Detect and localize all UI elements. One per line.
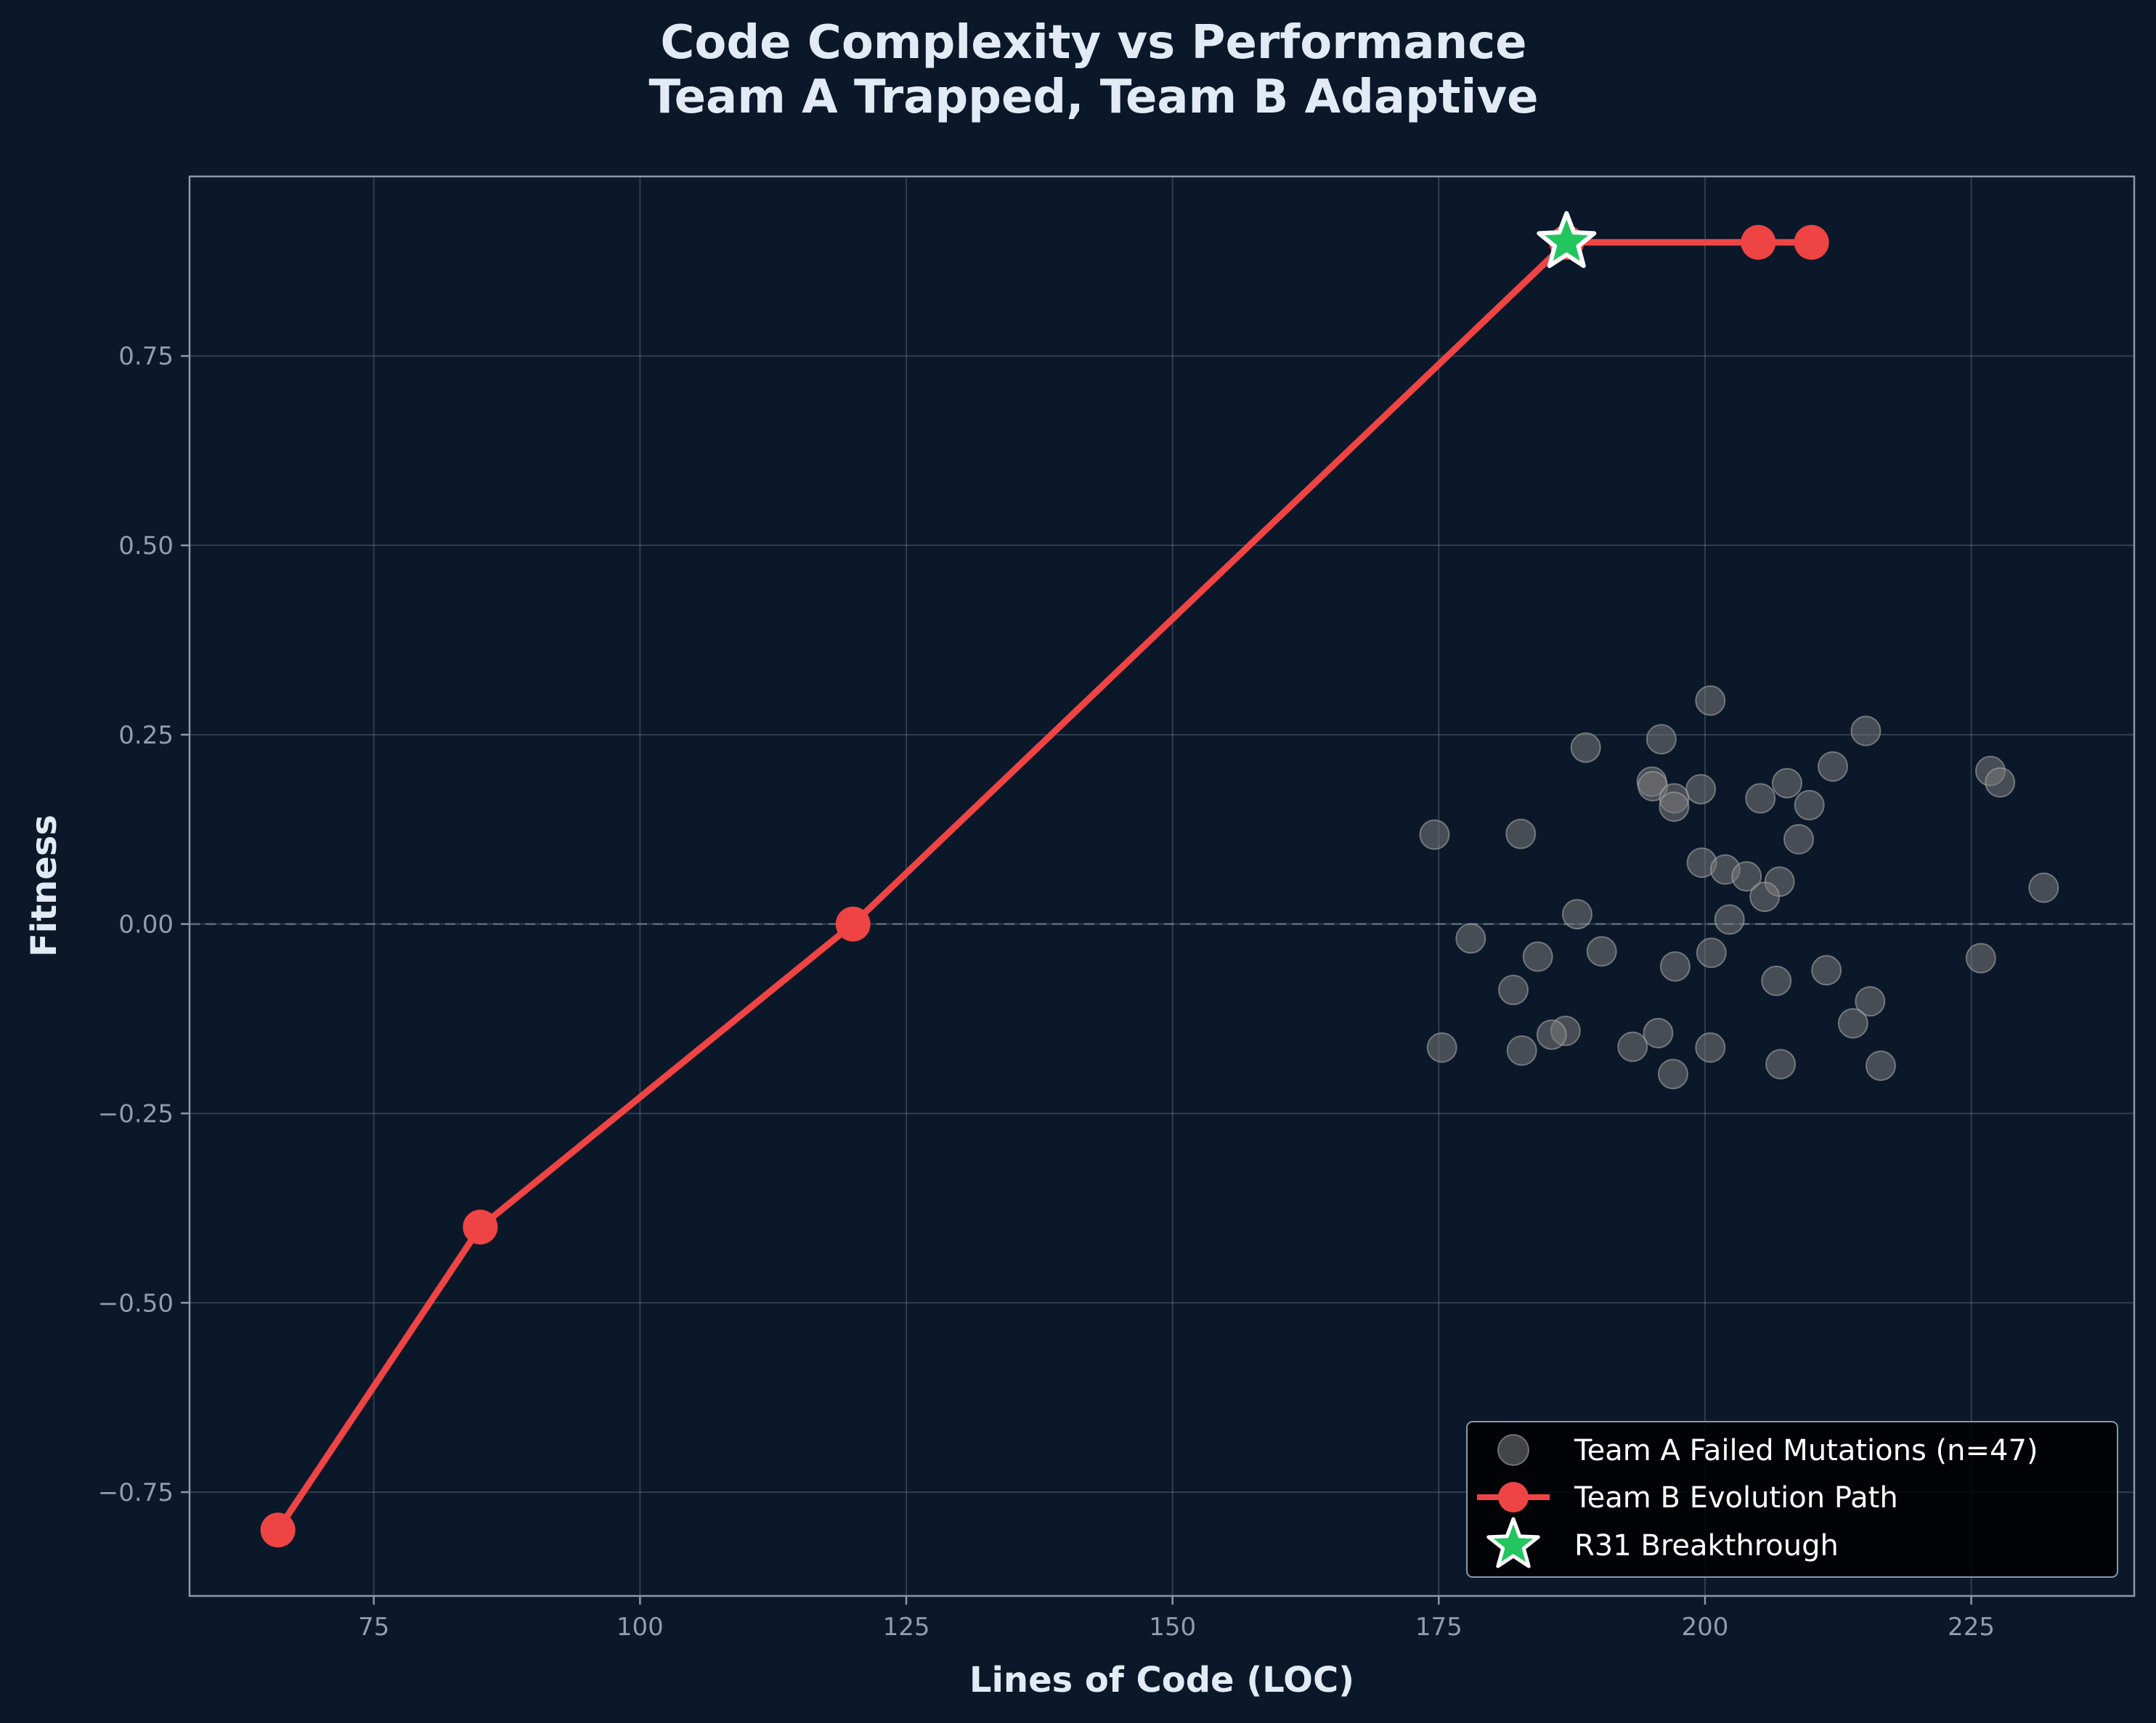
y-tick-label: −0.25 xyxy=(98,1099,174,1128)
team-a-point xyxy=(1419,819,1450,850)
team-b-point xyxy=(463,1209,498,1245)
team-a-point xyxy=(1497,974,1529,1006)
x-tick-label: 100 xyxy=(617,1613,664,1642)
x-tick-label: 75 xyxy=(358,1613,389,1642)
team-b-point xyxy=(1794,224,1829,260)
chart-title-line-2: Team A Trapped, Team B Adaptive xyxy=(648,70,1538,124)
team-a-point xyxy=(1855,986,1886,1017)
team-a-point xyxy=(1817,751,1848,782)
team-a-point xyxy=(1965,942,1996,974)
team-a-point xyxy=(1455,923,1486,954)
y-tick-label: 0.50 xyxy=(118,531,174,561)
team-a-point xyxy=(2028,872,2059,903)
team-a-point xyxy=(1714,904,1745,935)
breakthrough-star xyxy=(1537,211,1597,269)
team-a-point xyxy=(1643,1017,1674,1048)
team-a-point xyxy=(1761,965,1792,996)
y-tick-label: −0.75 xyxy=(98,1478,174,1507)
team-a-point xyxy=(1696,937,1727,969)
team-a-point xyxy=(1695,1032,1726,1063)
team-a-point xyxy=(1850,715,1882,746)
team-a-point xyxy=(1765,1048,1797,1080)
legend-label-breakthrough: R31 Breakthrough xyxy=(1574,1529,1839,1563)
legend-label-team-a: Team A Failed Mutations (n=47) xyxy=(1574,1434,2038,1467)
team-a-point xyxy=(1749,881,1781,913)
legend: Team A Failed Mutations (n=47) Team B Ev… xyxy=(1466,1421,2118,1578)
team-a-point xyxy=(1426,1032,1457,1063)
team-a-point xyxy=(1771,767,1802,799)
y-tick-label: −0.50 xyxy=(98,1289,174,1318)
team-a-point xyxy=(1659,951,1691,982)
x-tick-label: 175 xyxy=(1415,1613,1463,1642)
team-a-point xyxy=(1659,791,1690,822)
plot-area xyxy=(190,176,2134,1596)
team-a-point xyxy=(1505,818,1537,850)
team-b-point xyxy=(260,1512,296,1548)
team-a-point xyxy=(1837,1008,1868,1039)
legend-box xyxy=(1466,1421,2118,1578)
team-a-point xyxy=(1646,724,1677,755)
team-a-point xyxy=(1783,823,1815,855)
team-b-point xyxy=(835,906,871,942)
team-a-point xyxy=(1506,1035,1537,1066)
team-a-point xyxy=(1811,955,1842,986)
x-axis-label: Lines of Code (LOC) xyxy=(969,1660,1354,1700)
x-tick-label: 150 xyxy=(1149,1613,1196,1642)
team-a-point xyxy=(1586,936,1617,967)
team-b-path xyxy=(260,224,1829,1548)
team-a-scatter xyxy=(1419,685,2059,1090)
team-a-point xyxy=(1570,732,1601,763)
y-tick-label: 0.00 xyxy=(118,911,174,940)
team-b-point xyxy=(1741,224,1776,260)
axis-ticks: 75 100 125 150 175 200 225 −0.75 −0.50 −0.25 0.00 0… xyxy=(98,342,1995,1642)
legend-label-team-b: Team B Evolution Path xyxy=(1574,1481,1898,1515)
team-a-point xyxy=(1865,1050,1896,1081)
legend-swatch-team-a xyxy=(1497,1434,1529,1466)
y-tick-label: 0.25 xyxy=(118,721,174,750)
y-tick-label: 0.75 xyxy=(118,342,174,371)
team-a-point xyxy=(1685,773,1717,805)
team-a-point xyxy=(1657,1059,1688,1090)
team-a-point xyxy=(1536,1019,1567,1050)
team-a-point xyxy=(1745,783,1776,814)
legend-swatch-breakthrough-star xyxy=(1486,1517,1540,1568)
team-a-point xyxy=(1731,860,1762,892)
team-a-point xyxy=(1695,685,1726,716)
breakthrough-layer xyxy=(1537,211,1597,269)
team-a-point xyxy=(1794,789,1825,820)
legend-swatch-team-b-marker xyxy=(1498,1482,1529,1512)
team-a-point xyxy=(1561,899,1592,930)
team-a-point xyxy=(1522,941,1553,972)
x-tick-label: 225 xyxy=(1948,1613,1995,1642)
team-a-point xyxy=(1617,1031,1648,1062)
team-a-point xyxy=(1985,767,2016,798)
chart-title-line-1: Code Complexity vs Performance xyxy=(660,16,1526,70)
y-axis-label: Fitness xyxy=(24,815,65,957)
x-tick-label: 200 xyxy=(1682,1613,1729,1642)
plot-frame xyxy=(188,175,2136,1597)
x-tick-label: 125 xyxy=(883,1613,930,1642)
